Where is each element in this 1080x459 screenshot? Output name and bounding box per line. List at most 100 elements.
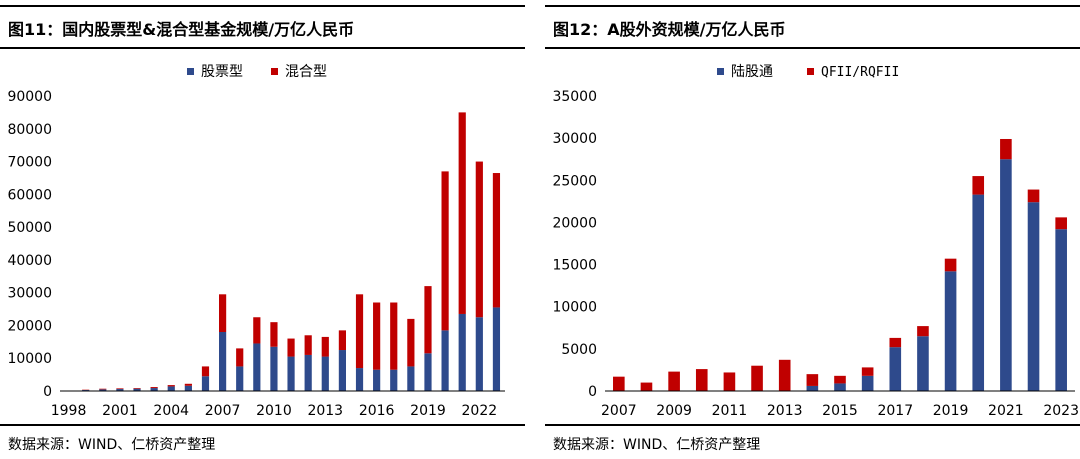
bar-2020-series2 — [972, 176, 985, 195]
x-tick-label: 2015 — [822, 403, 858, 419]
bar-2013-series2 — [321, 336, 329, 357]
bar-2021-series2 — [458, 112, 466, 314]
bar-2021-series1 — [458, 313, 466, 391]
bar-2016-series1 — [373, 369, 381, 391]
bar-2015-series2 — [834, 375, 846, 384]
bar-2012-series1 — [304, 354, 312, 391]
bar-2015-series1 — [355, 368, 364, 391]
bar-2006-series2 — [201, 366, 210, 377]
bar-2018-series1 — [407, 366, 415, 391]
top-rule — [545, 5, 1080, 7]
bar-2008-series1 — [236, 366, 244, 391]
bar-2000-series2 — [99, 388, 107, 390]
legend-label: 股票型 — [201, 64, 243, 80]
y-tick-label: 0 — [43, 384, 52, 400]
x-tick-label: 1998 — [51, 403, 87, 419]
bar-2002-series2 — [133, 388, 141, 389]
bar-2013-series2 — [778, 359, 791, 391]
x-tick-label: 2023 — [1043, 403, 1079, 419]
y-tick-label: 60000 — [7, 187, 52, 203]
legend-swatch-red — [807, 68, 814, 75]
bar-2007-series1 — [219, 332, 227, 391]
x-tick-label: 2001 — [102, 403, 138, 419]
bar-2014-series2 — [338, 330, 346, 351]
bar-2019-series1 — [944, 271, 957, 391]
bar-2016-series2 — [861, 367, 874, 376]
x-tick-label: 2022 — [462, 403, 498, 419]
y-tick-label: 80000 — [7, 122, 52, 138]
bar-2008-series2 — [236, 348, 244, 367]
legend: 陆股通 QFII/RQFII — [717, 64, 899, 80]
bottom-rule — [545, 424, 1080, 426]
title-rule — [545, 47, 1080, 49]
y-tick-label: 25000 — [552, 173, 597, 189]
chart-title: 图11：国内股票型&混合型基金规模/万亿人民币 — [8, 20, 355, 39]
bar-2023-series1 — [1055, 229, 1067, 391]
x-tick-label: 2009 — [656, 403, 692, 419]
y-tick-label: 40000 — [7, 253, 52, 269]
bar-2014-series1 — [338, 350, 346, 391]
source-note: 数据来源：WIND、仁桥资产整理 — [8, 437, 216, 453]
bar-2017-series2 — [390, 302, 398, 370]
bar-2020-series1 — [972, 194, 985, 391]
bar-2011-series2 — [723, 372, 736, 391]
y-tick-label: 10000 — [552, 300, 597, 316]
bar-2017-series1 — [889, 347, 902, 391]
bar-2004-series1 — [167, 386, 175, 391]
legend-swatch-blue — [187, 68, 194, 75]
bar-2022-series1 — [1027, 202, 1040, 391]
y-tick-label: 70000 — [7, 155, 52, 171]
bar-2010-series2 — [270, 322, 278, 347]
y-tick-label: 30000 — [552, 131, 597, 147]
bar-2019-series2 — [944, 258, 957, 272]
bar-2006-series1 — [201, 376, 210, 391]
bar-2014-series1 — [806, 385, 819, 391]
bar-chart-fund-size: 股票型 混合型 0 10000 20000 30000 40000 50000 60000 700… — [7, 64, 505, 419]
y-tick-label: 20000 — [552, 215, 597, 231]
bar-2008-series2 — [640, 382, 653, 391]
bar-2016-series1 — [861, 375, 874, 391]
x-tick-label: 2010 — [256, 403, 292, 419]
y-tick-label: 20000 — [7, 318, 52, 334]
bar-2015-series2 — [355, 294, 364, 369]
bar-2012-series2 — [304, 335, 312, 355]
source-note: 数据来源：WIND、仁桥资产整理 — [553, 437, 761, 453]
bar-2001-series1 — [116, 389, 124, 391]
bar-2010-series1 — [270, 346, 278, 391]
bar-2020-series2 — [441, 171, 449, 331]
legend: 股票型 混合型 — [187, 64, 327, 80]
bar-2017-series1 — [390, 369, 398, 391]
legend-label: 陆股通 — [731, 64, 773, 80]
y-tick-label: 15000 — [552, 258, 597, 274]
y-tick-label: 50000 — [7, 220, 52, 236]
bar-2018-series2 — [917, 326, 929, 337]
chart-panel-right: 图12：A股外资规模/万亿人民币 陆股通 QFII/RQFII 0 5000 10000… — [545, 0, 1080, 459]
bar-2019-series2 — [424, 286, 432, 354]
bar-2010-series2 — [695, 369, 708, 391]
x-tick-label: 2007 — [205, 403, 241, 419]
bar-2016-series2 — [373, 302, 381, 370]
y-tick-label: 30000 — [7, 286, 52, 302]
bar-2012-series2 — [751, 365, 763, 391]
bar-chart-foreign-capital: 陆股通 QFII/RQFII 0 5000 10000 15000 20000 25000 30… — [552, 64, 1079, 419]
x-tick-label: 2013 — [307, 403, 343, 419]
bar-2002-series1 — [133, 388, 141, 391]
bar-2014-series2 — [806, 374, 819, 386]
x-tick-label: 2017 — [877, 403, 913, 419]
bar-2022-series2 — [475, 161, 483, 318]
bar-2003-series1 — [150, 388, 158, 391]
bar-2009-series1 — [253, 343, 261, 391]
chart-title: 图12：A股外资规模/万亿人民币 — [553, 20, 786, 39]
x-tick-label: 2016 — [359, 403, 395, 419]
bar-2005-series2 — [184, 383, 192, 386]
x-tick-label: 2019 — [933, 403, 969, 419]
x-tick-label: 2011 — [712, 403, 748, 419]
chart-panel-left: 图11：国内股票型&混合型基金规模/万亿人民币 股票型 混合型 0 10000 2000… — [0, 0, 525, 459]
bar-2011-series1 — [287, 356, 295, 391]
bar-2007-series2 — [219, 294, 227, 332]
bar-2023-series2 — [1055, 217, 1067, 230]
bar-2022-series1 — [475, 317, 483, 391]
bar-2009-series2 — [668, 371, 680, 391]
y-tick-label: 5000 — [561, 342, 597, 358]
y-tick-label: 0 — [588, 384, 597, 400]
